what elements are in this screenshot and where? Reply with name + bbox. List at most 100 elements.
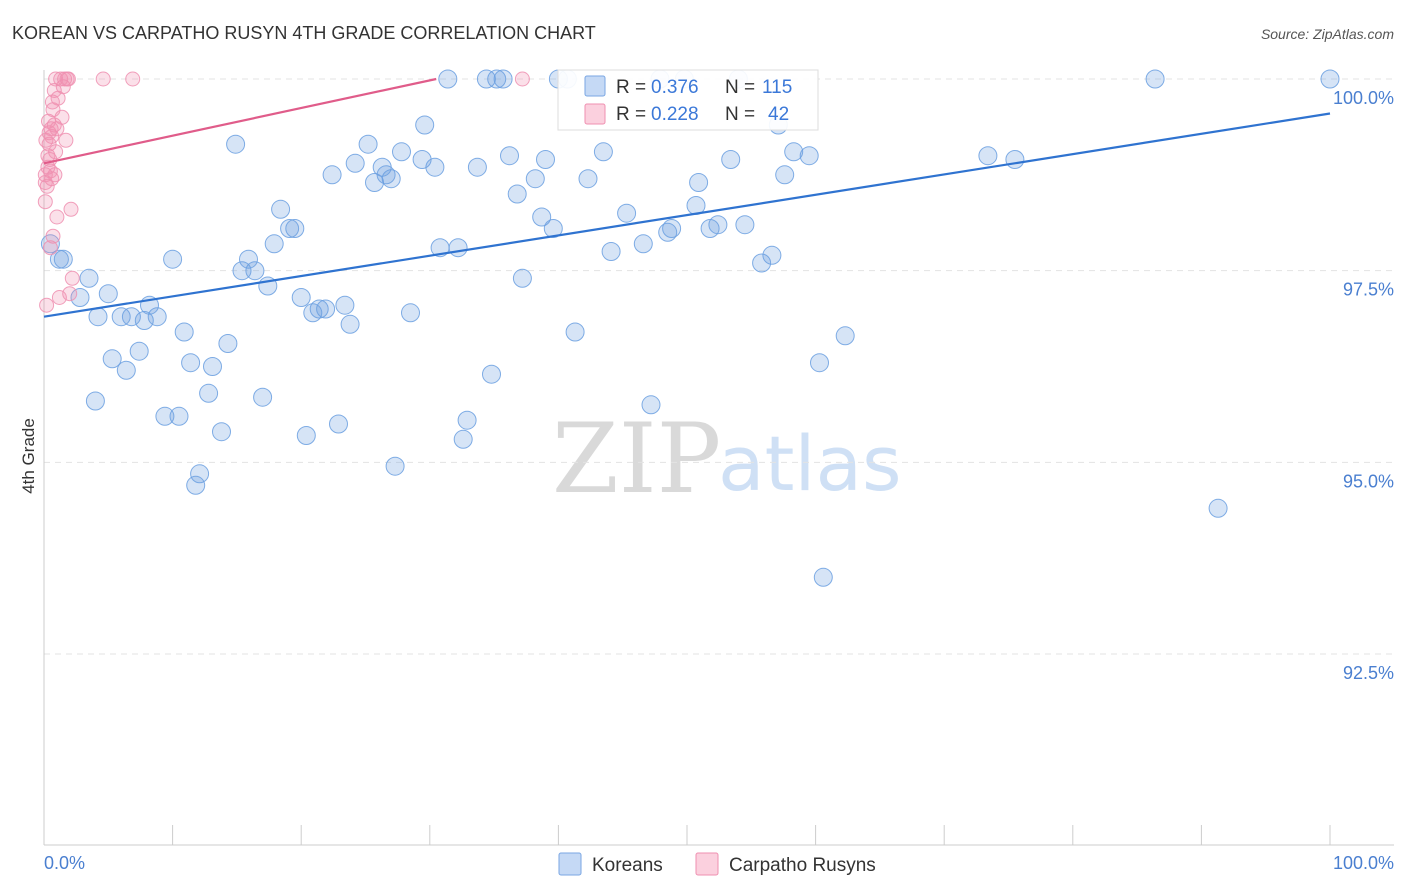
point-carpatho-rusyn	[44, 94, 60, 110]
point-korean	[203, 357, 222, 376]
point-korean	[500, 146, 519, 166]
y-tick-label: 100.0%	[1333, 88, 1394, 108]
stats-r-value-carpatho-rusyns: 0.228	[651, 104, 699, 125]
point-korean	[40, 234, 60, 254]
point-korean	[578, 169, 598, 189]
x-tick-label-left: 0.0%	[44, 853, 85, 873]
point-korean	[641, 395, 661, 415]
point-korean	[813, 567, 833, 587]
point-korean	[512, 268, 532, 288]
legend-swatch-carpatho-rusyns[interactable]	[695, 852, 719, 876]
point-carpatho-rusyn	[49, 209, 65, 225]
point-korean	[280, 219, 300, 238]
point-korean	[658, 222, 678, 242]
y-tick-labels: 100.0% 97.5% 95.0% 92.5%	[1333, 88, 1394, 683]
point-korean	[232, 261, 252, 281]
point-carpatho-rusyn	[514, 71, 530, 87]
point-carpatho-rusyn	[45, 228, 61, 244]
point-korean	[291, 288, 311, 307]
point-korean	[163, 249, 183, 269]
point-korean	[721, 150, 741, 169]
point-korean	[1320, 69, 1340, 89]
point-korean	[784, 142, 804, 162]
point-carpatho-rusyn	[42, 152, 58, 167]
point-korean	[147, 307, 167, 327]
point-korean	[190, 464, 210, 484]
point-korean	[85, 391, 105, 411]
point-korean	[799, 146, 819, 166]
point-korean	[457, 410, 477, 430]
watermark: ZIP atlas	[552, 403, 902, 515]
point-korean	[415, 115, 435, 135]
point-korean	[525, 169, 545, 189]
point-korean	[633, 234, 653, 254]
point-korean	[345, 153, 365, 173]
chart-title: KOREAN VS CARPATHO RUSYN 4TH GRADE CORRE…	[12, 23, 596, 43]
point-carpatho-rusyn	[58, 132, 74, 148]
y-tick-label: 97.5%	[1343, 280, 1394, 300]
point-korean	[453, 429, 473, 449]
point-carpatho-rusyn	[55, 79, 71, 95]
y-axis-label: 4th Grade	[19, 418, 38, 494]
point-carpatho-rusyn	[42, 240, 58, 256]
point-korean	[174, 322, 194, 342]
point-carpatho-rusyn	[54, 109, 70, 125]
point-korean	[376, 165, 396, 185]
point-carpatho-rusyn	[62, 286, 78, 302]
point-korean	[762, 245, 782, 265]
point-carpatho-rusyn	[48, 144, 64, 160]
point-korean	[438, 69, 458, 89]
point-korean	[309, 299, 329, 319]
watermark-atlas: atlas	[718, 419, 902, 508]
legend: Koreans Carpatho Rusyns	[558, 852, 876, 876]
point-korean	[752, 253, 772, 273]
point-korean	[593, 142, 613, 162]
stats-r-label-carpatho-rusyns: R =	[616, 104, 651, 125]
point-korean	[543, 219, 563, 238]
point-korean	[401, 303, 420, 323]
point-korean	[1145, 69, 1165, 89]
watermark-zip: ZIP	[552, 403, 721, 515]
stats-box: R = 0.376 N = 115 R = 0.228 N = 42	[557, 69, 819, 131]
point-korean	[181, 353, 201, 373]
point-korean	[392, 142, 411, 162]
stats-swatch-carpatho-rusyns	[584, 103, 606, 125]
stats-n-value-carpatho-rusyns: 42	[768, 104, 789, 125]
legend-swatch-koreans[interactable]	[558, 852, 582, 876]
point-korean	[425, 157, 445, 177]
point-korean	[199, 383, 219, 403]
point-korean	[810, 353, 829, 373]
point-korean	[448, 238, 468, 258]
point-korean	[121, 307, 141, 327]
stats-r-label-koreans: R =	[616, 77, 651, 98]
point-korean	[239, 249, 258, 269]
point-korean	[487, 69, 507, 89]
point-korean	[662, 219, 682, 238]
point-korean	[507, 184, 527, 204]
point-korean	[1208, 498, 1228, 518]
chart-source: Source: ZipAtlas.com	[1261, 26, 1394, 42]
legend-label-carpatho-rusyns[interactable]: Carpatho Rusyns	[729, 855, 876, 876]
stats-n-label-carpatho-rusyns: N =	[725, 104, 760, 125]
point-korean	[340, 314, 360, 334]
point-korean	[218, 334, 238, 353]
point-carpatho-rusyn	[39, 297, 55, 313]
point-korean	[532, 207, 552, 227]
point-korean	[689, 173, 709, 192]
point-korean	[565, 322, 585, 342]
point-korean	[49, 249, 69, 269]
point-carpatho-rusyn	[63, 201, 79, 217]
point-korean	[335, 295, 355, 315]
stats-n-label-koreans: N =	[725, 77, 760, 98]
point-korean	[253, 387, 273, 407]
point-korean	[735, 215, 755, 235]
point-korean	[129, 341, 149, 361]
stats-r-value-koreans: 0.376	[651, 77, 699, 98]
legend-label-koreans[interactable]: Koreans	[592, 855, 663, 876]
point-korean	[134, 311, 154, 330]
point-carpatho-rusyn	[47, 167, 63, 183]
point-korean	[482, 364, 501, 384]
point-carpatho-rusyn	[39, 178, 55, 194]
point-korean	[98, 284, 118, 304]
point-korean	[79, 268, 99, 288]
